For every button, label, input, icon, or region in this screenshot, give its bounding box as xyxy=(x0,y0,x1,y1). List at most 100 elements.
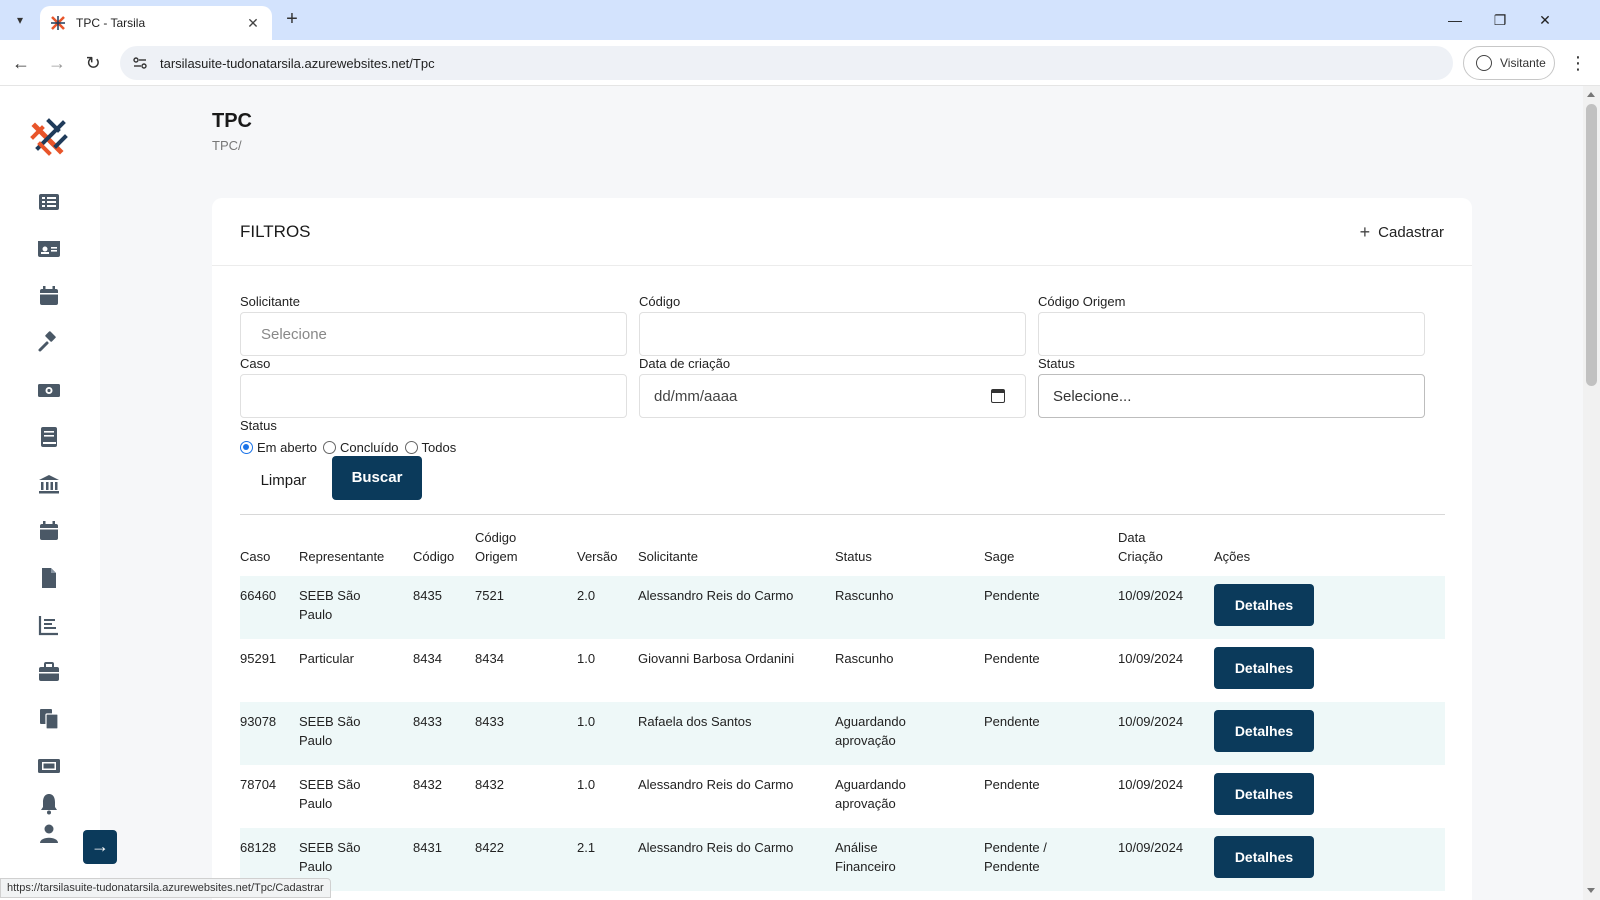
data-criacao-label: Data de criação xyxy=(639,356,731,371)
radio-concluido[interactable] xyxy=(322,441,336,454)
briefcase-icon[interactable] xyxy=(37,660,61,684)
cell-codigo: 8434 xyxy=(413,651,442,666)
cell-data: 10/09/2024 xyxy=(1118,576,1214,639)
calendar-icon[interactable] xyxy=(37,284,61,308)
back-button[interactable]: ← xyxy=(8,50,34,76)
reload-icon: ↻ xyxy=(85,53,101,73)
id-card-icon[interactable] xyxy=(37,237,61,261)
site-settings-icon[interactable] xyxy=(130,53,150,73)
cadastrar-button[interactable]: + Cadastrar xyxy=(1360,222,1444,243)
detalhes-button[interactable]: Detalhes xyxy=(1214,836,1314,878)
tarsila-logo[interactable] xyxy=(30,118,68,156)
header-representante: Representante xyxy=(299,549,385,564)
cell-acoes: Detalhes xyxy=(1214,639,1445,702)
main-content: TPC TPC/ FILTROS + Cadastrar Solicitante… xyxy=(100,86,1583,900)
address-bar[interactable]: tarsilasuite-tudonatarsila.azurewebsites… xyxy=(120,46,1453,80)
scroll-down-icon[interactable] xyxy=(1587,888,1595,893)
status-select-label: Status xyxy=(1038,356,1075,371)
profile-button[interactable]: Visitante xyxy=(1463,46,1555,80)
radio-todos-label[interactable]: Todos xyxy=(421,440,457,455)
tab-title: TPC - Tarsila xyxy=(76,16,146,30)
browser-toolbar: ← → ↻ tarsilasuite-tudonatarsila.azurewe… xyxy=(0,40,1600,86)
caso-input[interactable] xyxy=(240,374,627,418)
cell-codigo-origem: 8432 xyxy=(475,777,504,792)
radio-todos[interactable] xyxy=(404,441,418,454)
copy-icon[interactable] xyxy=(37,707,61,731)
status-select[interactable]: Selecione... xyxy=(1038,374,1425,418)
limpar-button[interactable]: Limpar xyxy=(260,472,307,489)
cell-status: Aguardando aprovação xyxy=(835,702,984,765)
page-title: TPC xyxy=(212,110,252,132)
forward-button[interactable]: → xyxy=(44,50,70,76)
cell-sage: Pendente xyxy=(984,651,1040,666)
codigo-origem-label: Código Origem xyxy=(1038,294,1126,309)
gavel-icon[interactable] xyxy=(37,331,61,355)
radio-concluido-label[interactable]: Concluído xyxy=(339,440,399,455)
cell-codigo: 8433 xyxy=(413,702,475,765)
cell-status: Análise Financeiro xyxy=(835,828,984,891)
radio-em-aberto-label[interactable]: Em aberto xyxy=(257,440,317,455)
cell-codigo: 8432 xyxy=(413,777,442,792)
link-status-bar: https://tarsilasuite-tudonatarsila.azure… xyxy=(0,878,331,898)
breadcrumb[interactable]: TPC/ xyxy=(212,138,242,153)
book-icon[interactable] xyxy=(37,425,61,449)
cell-versao: 1.0 xyxy=(577,777,596,792)
detalhes-button[interactable]: Detalhes xyxy=(1214,647,1314,689)
money-icon[interactable] xyxy=(37,378,61,402)
cell-status: Aguardando aprovação xyxy=(835,777,906,811)
tab-search-button[interactable]: ▾ xyxy=(8,8,32,32)
new-tab-button[interactable]: + xyxy=(286,8,298,30)
user-icon[interactable] xyxy=(37,822,61,846)
detalhes-button[interactable]: Detalhes xyxy=(1214,584,1314,626)
cell-acoes: Detalhes xyxy=(1214,576,1445,639)
header-sage: Sage xyxy=(984,549,1015,564)
page-scrollbar[interactable] xyxy=(1583,86,1600,900)
profile-icon xyxy=(1476,55,1492,71)
status-select-placeholder: Selecione... xyxy=(1053,387,1132,405)
calendar-picker-icon[interactable] xyxy=(991,389,1005,403)
browser-tab[interactable]: TPC - Tarsila ✕ xyxy=(40,6,272,40)
cell-codigo-origem: 8433 xyxy=(475,702,577,765)
cell-solicitante: Alessandro Reis do Carmo xyxy=(638,828,835,891)
codigo-input[interactable] xyxy=(639,312,1026,356)
codigo-origem-input[interactable] xyxy=(1038,312,1425,356)
detalhes-button[interactable]: Detalhes xyxy=(1214,773,1314,815)
cell-acoes: Detalhes xyxy=(1214,828,1445,891)
cell-sage: Pendente / Pendente xyxy=(984,828,1118,891)
cell-caso: 66460 xyxy=(240,576,299,639)
chart-icon[interactable] xyxy=(37,613,61,637)
reload-button[interactable]: ↻ xyxy=(80,50,106,76)
cell-acoes: Detalhes xyxy=(1214,765,1445,828)
detalhes-button[interactable]: Detalhes xyxy=(1214,710,1314,752)
radio-em-aberto[interactable] xyxy=(240,441,253,454)
list-icon[interactable] xyxy=(37,190,61,214)
header-solicitante: Solicitante xyxy=(638,549,698,564)
cell-versao: 1.0 xyxy=(577,651,596,666)
scroll-up-icon[interactable] xyxy=(1587,92,1595,97)
bell-icon[interactable] xyxy=(37,792,61,816)
more-menu-icon[interactable]: ⋮ xyxy=(1569,53,1587,73)
tab-close-icon[interactable]: ✕ xyxy=(247,14,259,31)
ticket-icon[interactable] xyxy=(37,754,61,778)
header-status: Status xyxy=(835,549,872,564)
tarsila-favicon-icon xyxy=(51,16,65,30)
minimize-button[interactable]: — xyxy=(1448,12,1462,28)
header-codigo: Código xyxy=(413,549,455,564)
data-criacao-input[interactable]: dd/mm/aaaa xyxy=(639,374,1026,418)
solicitante-select[interactable]: Selecione xyxy=(240,312,627,356)
cell-codigo-origem: 8434 xyxy=(475,651,504,666)
cadastrar-label: Cadastrar xyxy=(1378,224,1444,241)
cell-solicitante: Giovanni Barbosa Ordanini xyxy=(638,651,795,666)
sidebar-toggle-button[interactable]: → xyxy=(83,830,117,864)
calendar-icon[interactable] xyxy=(37,519,61,543)
buscar-button[interactable]: Buscar xyxy=(332,456,422,500)
header-codigo-origem: Código Origem xyxy=(475,530,518,564)
close-window-button[interactable]: ✕ xyxy=(1539,12,1551,28)
restore-button[interactable]: ❐ xyxy=(1493,12,1507,28)
cell-representante: SEEB São Paulo xyxy=(299,576,413,639)
document-icon[interactable] xyxy=(37,566,61,590)
scrollbar-thumb[interactable] xyxy=(1586,104,1597,386)
cell-sage: Pendente xyxy=(984,576,1118,639)
bank-icon[interactable] xyxy=(37,472,61,496)
cell-data: 10/09/2024 xyxy=(1118,777,1184,792)
